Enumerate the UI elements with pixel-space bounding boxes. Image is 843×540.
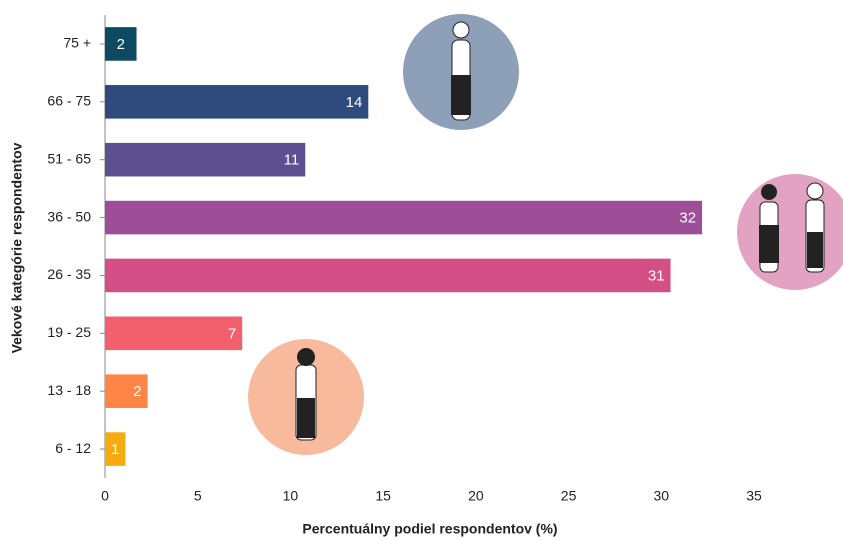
bar: [105, 432, 126, 466]
figure-legs: [807, 232, 823, 268]
y-axis-label: Vekové kategórie respondentov: [9, 142, 25, 353]
y-tick-label: 6 - 12: [55, 440, 91, 456]
value-label: 31: [648, 267, 665, 284]
value-label: 2: [133, 383, 141, 400]
bar: [105, 316, 243, 351]
x-axis-label: Percentuálny podiel respondentov (%): [302, 521, 557, 537]
bar: [105, 374, 148, 408]
x-tick-label: 5: [194, 488, 202, 504]
bar: [105, 258, 671, 293]
y-tick-label: 26 - 35: [47, 266, 91, 282]
x-tick-label: 15: [375, 488, 391, 504]
bar: [105, 85, 369, 119]
value-label: 1: [111, 441, 119, 458]
figure-skirt: [451, 75, 471, 115]
x-tick-label: 20: [468, 488, 484, 504]
figure-head: [761, 184, 777, 200]
figure-head: [297, 348, 315, 366]
x-tick-label: 30: [653, 488, 669, 504]
bar: [105, 142, 306, 177]
y-tick-label: 36 - 50: [47, 208, 91, 224]
value-label: 11: [284, 152, 300, 169]
illustration-adults: [737, 174, 843, 290]
value-label: 2: [117, 36, 125, 53]
value-label: 32: [679, 210, 696, 227]
bar: [105, 27, 137, 61]
y-tick-label: 66 - 75: [47, 93, 91, 109]
figure-legs: [297, 398, 315, 438]
y-tick-label: 13 - 18: [47, 382, 91, 398]
x-tick-label: 25: [561, 488, 577, 504]
value-label: 7: [228, 325, 236, 342]
y-tick-label: 75 +: [63, 35, 91, 51]
value-label: 14: [346, 94, 363, 111]
y-tick-label: 19 - 25: [47, 324, 91, 340]
x-tick-label: 0: [101, 488, 109, 504]
bar: [105, 200, 703, 235]
x-tick-label: 35: [746, 488, 762, 504]
figure-skirt: [759, 225, 779, 263]
illustrations: [248, 14, 843, 455]
y-tick-label: 51 - 65: [47, 150, 91, 166]
figure-head: [806, 182, 824, 200]
x-tick-label: 10: [283, 488, 299, 504]
figure-head: [452, 21, 470, 39]
